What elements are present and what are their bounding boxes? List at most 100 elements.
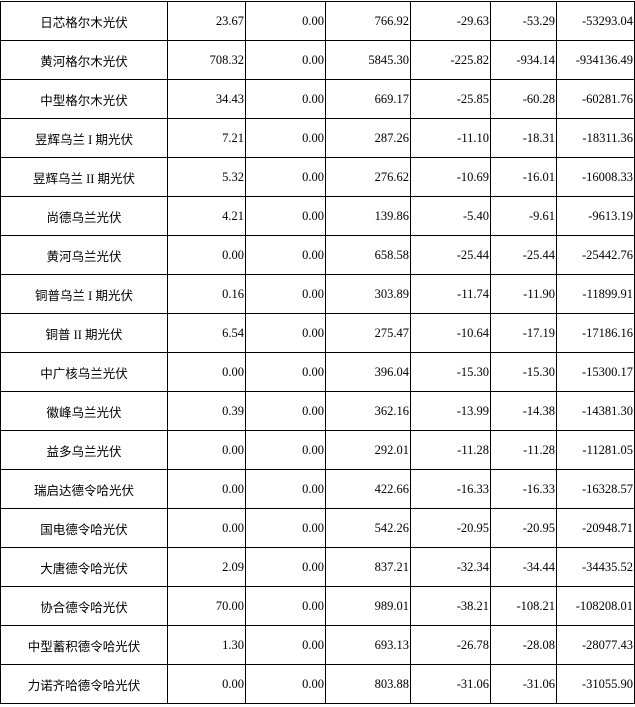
value-cell: 5845.30 xyxy=(325,40,411,80)
value-cell: -13.99 xyxy=(410,391,491,431)
value-cell: -53.29 xyxy=(490,1,557,41)
value-cell: 0.00 xyxy=(245,274,326,314)
value-cell: -20.95 xyxy=(490,508,557,548)
table-row: 中广核乌兰光伏 0.00 0.00 396.04 -15.30 -15.30 -15300.… xyxy=(0,352,635,392)
value-cell: 70.00 xyxy=(167,586,246,626)
value-cell: 5.32 xyxy=(167,157,246,197)
value-cell: -28.08 xyxy=(490,625,557,665)
value-cell: -11.28 xyxy=(410,430,491,470)
value-cell: -14.38 xyxy=(490,391,557,431)
station-name: 昱辉乌兰 I 期光伏 xyxy=(0,118,168,158)
value-cell: -9613.19 xyxy=(556,196,635,236)
value-cell: 0.00 xyxy=(245,196,326,236)
value-cell: 803.88 xyxy=(325,664,411,704)
station-name: 瑞启达德令哈光伏 xyxy=(0,469,168,509)
value-cell: 0.39 xyxy=(167,391,246,431)
value-cell: -17.19 xyxy=(490,313,557,353)
value-cell: -11.90 xyxy=(490,274,557,314)
value-cell: 7.21 xyxy=(167,118,246,158)
value-cell: 0.00 xyxy=(245,547,326,587)
value-cell: 422.66 xyxy=(325,469,411,509)
value-cell: 0.00 xyxy=(167,352,246,392)
value-cell: 0.00 xyxy=(245,469,326,509)
value-cell: -53293.04 xyxy=(556,1,635,41)
value-cell: 0.00 xyxy=(245,391,326,431)
value-cell: 0.00 xyxy=(167,664,246,704)
value-cell: -11.10 xyxy=(410,118,491,158)
value-cell: 0.00 xyxy=(245,79,326,119)
station-name: 铜普乌兰 I 期光伏 xyxy=(0,274,168,314)
value-cell: -9.61 xyxy=(490,196,557,236)
value-cell: 4.21 xyxy=(167,196,246,236)
station-name: 协合德令哈光伏 xyxy=(0,586,168,626)
value-cell: -10.64 xyxy=(410,313,491,353)
value-cell: -18311.36 xyxy=(556,118,635,158)
table-row: 黄河格尔木光伏 708.32 0.00 5845.30 -225.82 -934.14 -9… xyxy=(0,40,635,80)
value-cell: 0.00 xyxy=(167,508,246,548)
value-cell: 0.00 xyxy=(245,40,326,80)
station-name: 中广核乌兰光伏 xyxy=(0,352,168,392)
value-cell: 0.00 xyxy=(167,469,246,509)
value-cell: -31.06 xyxy=(490,664,557,704)
station-name: 力诺齐哈德令哈光伏 xyxy=(0,664,168,704)
value-cell: -15300.17 xyxy=(556,352,635,392)
value-cell: 669.17 xyxy=(325,79,411,119)
station-name: 尚德乌兰光伏 xyxy=(0,196,168,236)
value-cell: -225.82 xyxy=(410,40,491,80)
value-cell: -5.40 xyxy=(410,196,491,236)
value-cell: -34435.52 xyxy=(556,547,635,587)
value-cell: 292.01 xyxy=(325,430,411,470)
value-cell: -11899.91 xyxy=(556,274,635,314)
value-cell: 276.62 xyxy=(325,157,411,197)
table-row: 铜普乌兰 I 期光伏 0.16 0.00 303.89 -11.74 -11.90 -118… xyxy=(0,274,635,314)
value-cell: -14381.30 xyxy=(556,391,635,431)
value-cell: -15.30 xyxy=(490,352,557,392)
value-cell: 0.00 xyxy=(245,1,326,41)
value-cell: -20948.71 xyxy=(556,508,635,548)
value-cell: 139.86 xyxy=(325,196,411,236)
value-cell: -60.28 xyxy=(490,79,557,119)
value-cell: -11.74 xyxy=(410,274,491,314)
value-cell: 837.21 xyxy=(325,547,411,587)
value-cell: 275.47 xyxy=(325,313,411,353)
value-cell: 0.00 xyxy=(167,430,246,470)
value-cell: 658.58 xyxy=(325,235,411,275)
value-cell: -31055.90 xyxy=(556,664,635,704)
value-cell: 0.00 xyxy=(245,352,326,392)
value-cell: 0.16 xyxy=(167,274,246,314)
value-cell: 34.43 xyxy=(167,79,246,119)
value-cell: -108208.01 xyxy=(556,586,635,626)
value-cell: 6.54 xyxy=(167,313,246,353)
value-cell: -25.85 xyxy=(410,79,491,119)
value-cell: 2.09 xyxy=(167,547,246,587)
value-cell: -31.06 xyxy=(410,664,491,704)
value-cell: -28077.43 xyxy=(556,625,635,665)
value-cell: 362.16 xyxy=(325,391,411,431)
value-cell: -11.28 xyxy=(490,430,557,470)
value-cell: -17186.16 xyxy=(556,313,635,353)
value-cell: -29.63 xyxy=(410,1,491,41)
table-row: 昱辉乌兰 I 期光伏 7.21 0.00 287.26 -11.10 -18.31 -183… xyxy=(0,118,635,158)
value-cell: -16.33 xyxy=(410,469,491,509)
table-row: 昱辉乌兰 II 期光伏 5.32 0.00 276.62 -10.69 -16.01 -16… xyxy=(0,157,635,197)
value-cell: -16.01 xyxy=(490,157,557,197)
station-name: 铜普 II 期光伏 xyxy=(0,313,168,353)
table-row: 中型蓄积德令哈光伏 1.30 0.00 693.13 -26.78 -28.08 -2807… xyxy=(0,625,635,665)
value-cell: 0.00 xyxy=(245,313,326,353)
value-cell: -11281.05 xyxy=(556,430,635,470)
table-row: 力诺齐哈德令哈光伏 0.00 0.00 803.88 -31.06 -31.06 -3105… xyxy=(0,664,635,704)
value-cell: 0.00 xyxy=(245,625,326,665)
table-row: 大唐德令哈光伏 2.09 0.00 837.21 -32.34 -34.44 -34435.… xyxy=(0,547,635,587)
table-row: 中型格尔木光伏 34.43 0.00 669.17 -25.85 -60.28 -60281… xyxy=(0,79,635,119)
value-cell: -20.95 xyxy=(410,508,491,548)
value-cell: 23.67 xyxy=(167,1,246,41)
value-cell: -60281.76 xyxy=(556,79,635,119)
table-row: 黄河乌兰光伏 0.00 0.00 658.58 -25.44 -25.44 -25442.7… xyxy=(0,235,635,275)
value-cell: 396.04 xyxy=(325,352,411,392)
value-cell: 766.92 xyxy=(325,1,411,41)
value-cell: 0.00 xyxy=(245,586,326,626)
value-cell: -16008.33 xyxy=(556,157,635,197)
station-name: 大唐德令哈光伏 xyxy=(0,547,168,587)
